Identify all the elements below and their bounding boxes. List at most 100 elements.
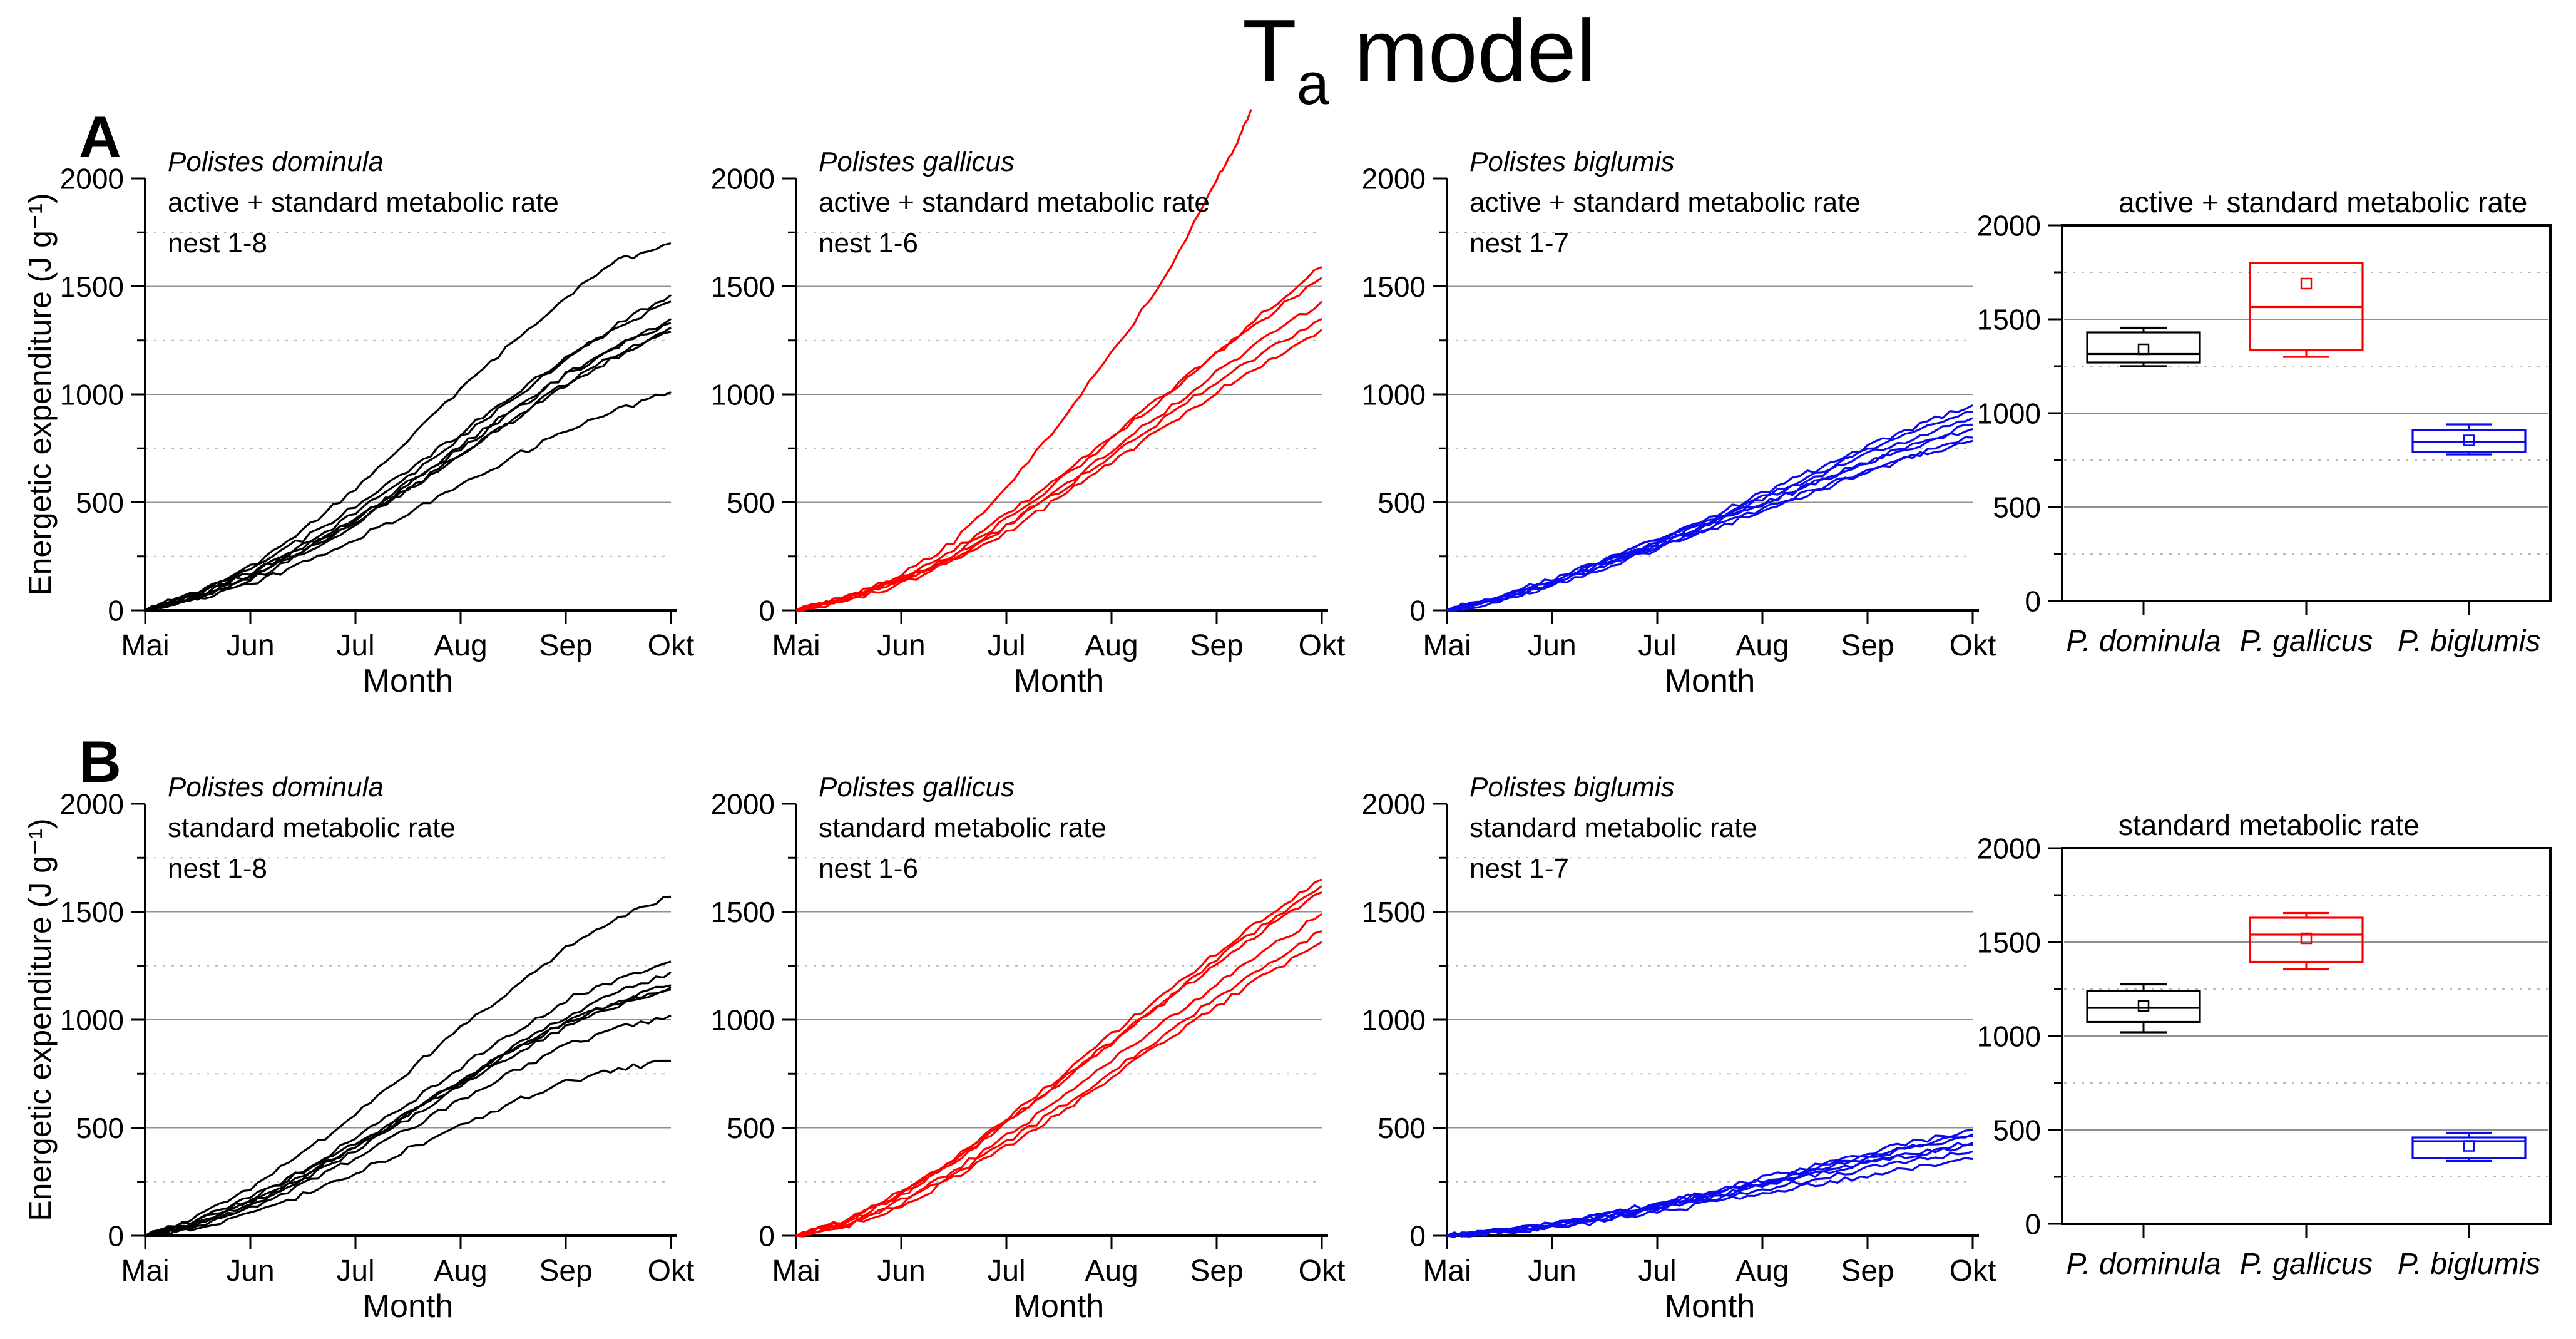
chart-B-dominula: 0 500 1000 1500 2000 Mai Jun Jul Aug Sep Okt <box>60 788 695 1288</box>
month-tick-label: Jun <box>1528 629 1576 662</box>
category-label: P. biglumis <box>2398 625 2541 658</box>
series-nest-6 <box>795 329 1323 612</box>
rate-label: active + standard metabolic rate <box>1469 187 1861 218</box>
y-tick-label: 500 <box>1993 491 2041 524</box>
y-tick-label: 0 <box>108 595 124 627</box>
series-nest-2 <box>145 960 672 1237</box>
series-nest-3 <box>145 971 672 1237</box>
y-tick-label: 1500 <box>1362 896 1426 928</box>
rate-label: active + standard metabolic rate <box>819 187 1210 218</box>
y-tick-label: 0 <box>2025 585 2041 618</box>
species-name: Polistes dominula <box>168 146 384 177</box>
annotation-b-dominula: Polistes dominula standard metabolic rat… <box>168 767 456 889</box>
boxplot-a-title: active + standard metabolic rate <box>2119 186 2528 218</box>
month-tick-label: Aug <box>434 629 487 662</box>
month-tick-label: Okt <box>1950 1254 1996 1288</box>
month-tick-label: Jun <box>877 1254 925 1288</box>
box-p-biglumis <box>2411 1131 2527 1162</box>
annotation-b-gallicus: Polistes gallicus standard metabolic rat… <box>819 767 1107 889</box>
month-tick-label: Mai <box>121 629 169 662</box>
nest-label: nest 1-8 <box>168 228 267 259</box>
chart-B-biglumis: 0 500 1000 1500 2000 Mai Jun Jul Aug Sep Okt <box>1362 788 1996 1288</box>
month-tick-label: Jul <box>336 1254 374 1288</box>
box-p-biglumis <box>2411 423 2527 456</box>
mean-marker <box>2300 932 2313 945</box>
series-nest-7 <box>145 1014 672 1237</box>
month-tick-label: Aug <box>1735 1254 1789 1288</box>
category-label: P. dominula <box>2066 625 2221 658</box>
y-tick-label: 2000 <box>1362 788 1426 821</box>
series-nest-1 <box>1446 1129 1973 1237</box>
month-tick-label: Aug <box>1085 1254 1138 1288</box>
series-nest-2 <box>795 885 1322 1237</box>
month-tick-label: Sep <box>539 629 592 662</box>
category-label: P. gallicus <box>2240 1248 2373 1281</box>
nest-label: nest 1-7 <box>1469 228 1569 259</box>
month-tick-label: Okt <box>1299 1254 1346 1288</box>
x-axis-label: Month <box>362 1288 454 1325</box>
panel-a-label: A <box>79 104 121 170</box>
y-tick-label: 1500 <box>60 270 124 303</box>
series-nest-1 <box>1446 404 1973 612</box>
mean-marker <box>2300 277 2313 290</box>
annotation-a-dominula: Polistes dominula active + standard meta… <box>168 141 559 264</box>
category-label: P. biglumis <box>2398 1248 2541 1281</box>
month-tick-label: Jun <box>226 629 274 662</box>
month-tick-label: Okt <box>1950 629 1996 662</box>
series-nest-2 <box>1446 1133 1973 1238</box>
series-nest-5 <box>795 317 1322 612</box>
y-tick-label: 0 <box>2025 1208 2041 1241</box>
y-tick-label: 2000 <box>1977 833 2041 865</box>
x-axis-label: Month <box>1013 1288 1105 1325</box>
rate-label: standard metabolic rate <box>819 813 1107 843</box>
title-subscript: a <box>1296 51 1330 116</box>
series-nest-5 <box>795 930 1322 1238</box>
series-nest-8 <box>145 391 672 612</box>
y-tick-label: 2000 <box>711 788 775 821</box>
y-tick-label: 500 <box>727 486 775 519</box>
month-tick-label: Jun <box>1528 1254 1576 1288</box>
month-tick-label: Jun <box>877 629 925 662</box>
series-nest-4 <box>795 300 1323 612</box>
box-p-gallicus <box>2249 911 2364 971</box>
month-tick-label: Okt <box>648 629 695 662</box>
y-tick-label: 0 <box>759 1220 775 1253</box>
title-rest: model <box>1329 1 1597 101</box>
box-p-dominula <box>2086 983 2201 1034</box>
y-tick-label: 2000 <box>60 163 124 195</box>
y-tick-label: 0 <box>759 595 775 627</box>
y-tick-label: 2000 <box>1977 210 2041 242</box>
y-tick-label: 1000 <box>711 379 775 411</box>
month-tick-label: Jul <box>336 629 374 662</box>
month-tick-label: Mai <box>121 1254 169 1288</box>
series-nest-6 <box>145 326 672 612</box>
month-tick-label: Mai <box>1423 629 1471 662</box>
category-label: P. dominula <box>2066 1248 2221 1281</box>
mean-marker <box>2463 434 2475 446</box>
month-tick-label: Sep <box>1841 1254 1894 1288</box>
chart-A-dominula: 0 500 1000 1500 2000 Mai Jun Jul Aug Sep Okt <box>60 163 695 662</box>
mean-marker <box>2137 1000 2150 1012</box>
y-tick-label: 1000 <box>60 1004 124 1037</box>
rate-label: standard metabolic rate <box>1469 813 1757 843</box>
y-tick-label: 1500 <box>1977 304 2041 336</box>
boxplot-b-title: standard metabolic rate <box>2119 809 2420 841</box>
x-axis-label: Month <box>1664 663 1756 699</box>
y-tick-label: 1500 <box>60 896 124 928</box>
y-tick-label: 0 <box>108 1220 124 1253</box>
series-nest-3 <box>1446 1135 1973 1238</box>
series-nest-4 <box>795 913 1322 1237</box>
series-nest-5 <box>1446 428 1973 612</box>
month-tick-label: Sep <box>1841 629 1894 662</box>
y-tick-label: 1500 <box>711 270 775 303</box>
y-tick-label: 500 <box>76 1112 124 1144</box>
nest-label: nest 1-8 <box>168 853 267 884</box>
month-tick-label: Jun <box>226 1254 274 1288</box>
chart-A-box: 0 500 1000 1500 2000 P. dominula P. gallicus P.… <box>1977 210 2552 658</box>
rate-label: active + standard metabolic rate <box>168 187 559 218</box>
series-nest-3 <box>795 277 1322 612</box>
x-axis-label: Month <box>362 663 454 699</box>
box-p-gallicus <box>2249 262 2364 358</box>
nest-label: nest 1-6 <box>819 853 918 884</box>
